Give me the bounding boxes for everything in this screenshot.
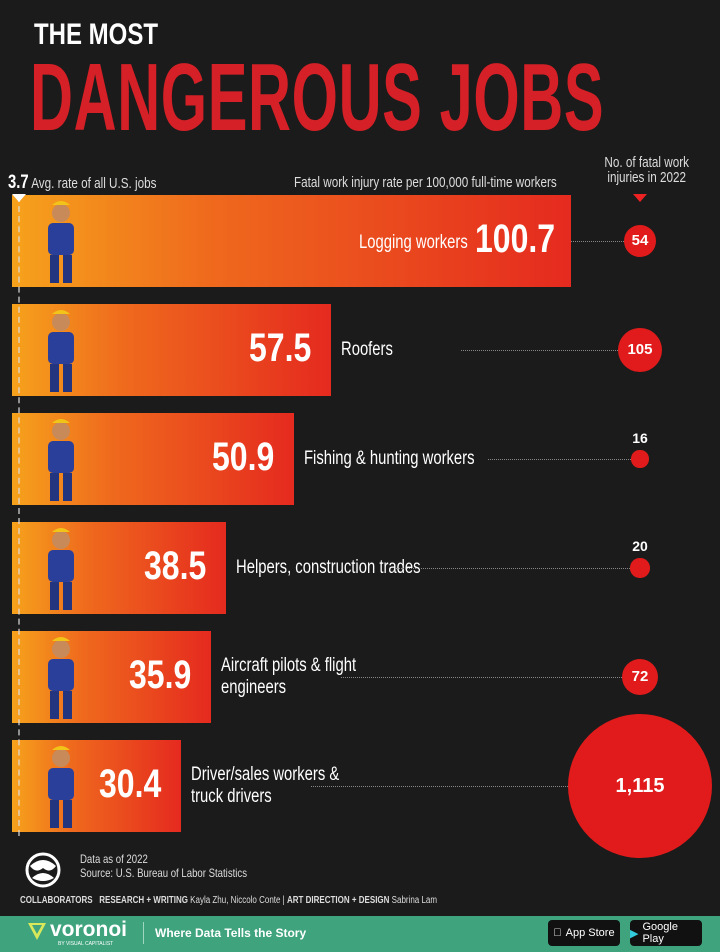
worker-illustration bbox=[26, 417, 96, 503]
avg-value: 3.7 bbox=[8, 172, 29, 193]
bar bbox=[12, 522, 226, 614]
bar bbox=[12, 631, 212, 723]
fatal-count-bubble bbox=[631, 450, 649, 468]
bar-value: 30.4 bbox=[98, 762, 162, 806]
brand-name: voronoi bbox=[50, 918, 127, 941]
fatal-count-value: 20 bbox=[632, 538, 648, 555]
guide-line bbox=[310, 786, 568, 787]
fatal-count-value: 105 bbox=[627, 341, 653, 359]
worker-illustration bbox=[26, 744, 96, 830]
worker-illustration bbox=[26, 308, 96, 394]
guide-line bbox=[488, 459, 632, 460]
avg-label: Avg. rate of all U.S. jobs bbox=[31, 175, 157, 192]
source-logo-icon bbox=[25, 852, 61, 888]
bar-value: 35.9 bbox=[129, 653, 192, 697]
bar-value: 57.5 bbox=[249, 326, 312, 370]
footer-divider bbox=[143, 922, 144, 944]
art-label: ART DIRECTION + DESIGN bbox=[286, 895, 390, 906]
tagline: Where Data Tells the Story bbox=[155, 926, 307, 940]
research-label: RESEARCH + WRITING bbox=[99, 895, 188, 906]
voronoi-logo-icon bbox=[28, 923, 46, 940]
source: Source: U.S. Bureau of Labor Statistics bbox=[80, 866, 248, 880]
worker-illustration bbox=[26, 526, 96, 612]
worker-illustration bbox=[26, 635, 96, 721]
fatal-count-bubble: 72 bbox=[621, 658, 659, 696]
title-line-2: DANGEROUS JOBS bbox=[30, 44, 605, 151]
bar bbox=[12, 740, 181, 832]
guide-line bbox=[341, 677, 622, 678]
collaborators-label: COLLABORATORS bbox=[20, 895, 93, 906]
art-names: Sabrina Lam bbox=[391, 895, 438, 906]
guide-line bbox=[395, 568, 631, 569]
fatal-count-bubble bbox=[630, 558, 650, 578]
guide-line bbox=[461, 350, 618, 351]
fatal-count-bubble: 105 bbox=[617, 327, 663, 373]
count-marker-icon bbox=[633, 194, 647, 202]
bar-value: 50.9 bbox=[212, 435, 275, 479]
avg-reference-line bbox=[18, 196, 20, 836]
fatal-count-bubble: 1,115 bbox=[568, 714, 712, 858]
research-names: Kayla Zhu, Niccolo Conte bbox=[190, 895, 281, 906]
play-icon: ▶ bbox=[630, 927, 639, 940]
worker-illustration bbox=[26, 199, 96, 285]
bar-label: Aircraft pilots & flight engineers bbox=[221, 655, 357, 698]
avg-marker-icon bbox=[12, 194, 26, 202]
axis-label: Fatal work injury rate per 100,000 full-… bbox=[294, 174, 557, 191]
title-line-1: THE MOST bbox=[34, 18, 158, 51]
brand-sub: BY VISUAL CAPITALIST bbox=[58, 941, 114, 947]
fatal-count-value: 1,115 bbox=[615, 774, 665, 797]
google-play-label: Google Play bbox=[642, 921, 678, 945]
google-play-button[interactable]: ▶ Google Play bbox=[630, 920, 702, 946]
bar-label: Helpers, construction trades bbox=[235, 557, 421, 578]
fatal-count-value: 16 bbox=[632, 430, 648, 447]
credits: COLLABORATORS RESEARCH + WRITING Kayla Z… bbox=[20, 895, 438, 906]
data-as-of: Data as of 2022 bbox=[80, 852, 148, 866]
fatal-count-value: 54 bbox=[631, 232, 649, 250]
count-label: No. of fatal work injuries in 2022 bbox=[604, 154, 689, 186]
bar-label: Roofers bbox=[341, 339, 394, 360]
app-store-label: App Store bbox=[561, 927, 615, 939]
avg-header: 3.7 Avg. rate of all U.S. jobs bbox=[8, 172, 157, 194]
bar bbox=[12, 195, 571, 287]
fatal-count-bubble: 54 bbox=[624, 225, 656, 257]
apple-icon:  bbox=[553, 927, 561, 939]
bar-label: Logging workers bbox=[358, 232, 468, 253]
bar-label: Fishing & hunting workers bbox=[304, 448, 475, 469]
guide-line bbox=[570, 241, 625, 242]
bar-label: Driver/sales workers & truck drivers bbox=[190, 764, 339, 807]
bar-value: 38.5 bbox=[143, 544, 206, 588]
fatal-count-value: 72 bbox=[631, 668, 649, 686]
bar-value: 100.7 bbox=[474, 217, 555, 261]
app-store-button[interactable]: App Store bbox=[548, 920, 620, 946]
